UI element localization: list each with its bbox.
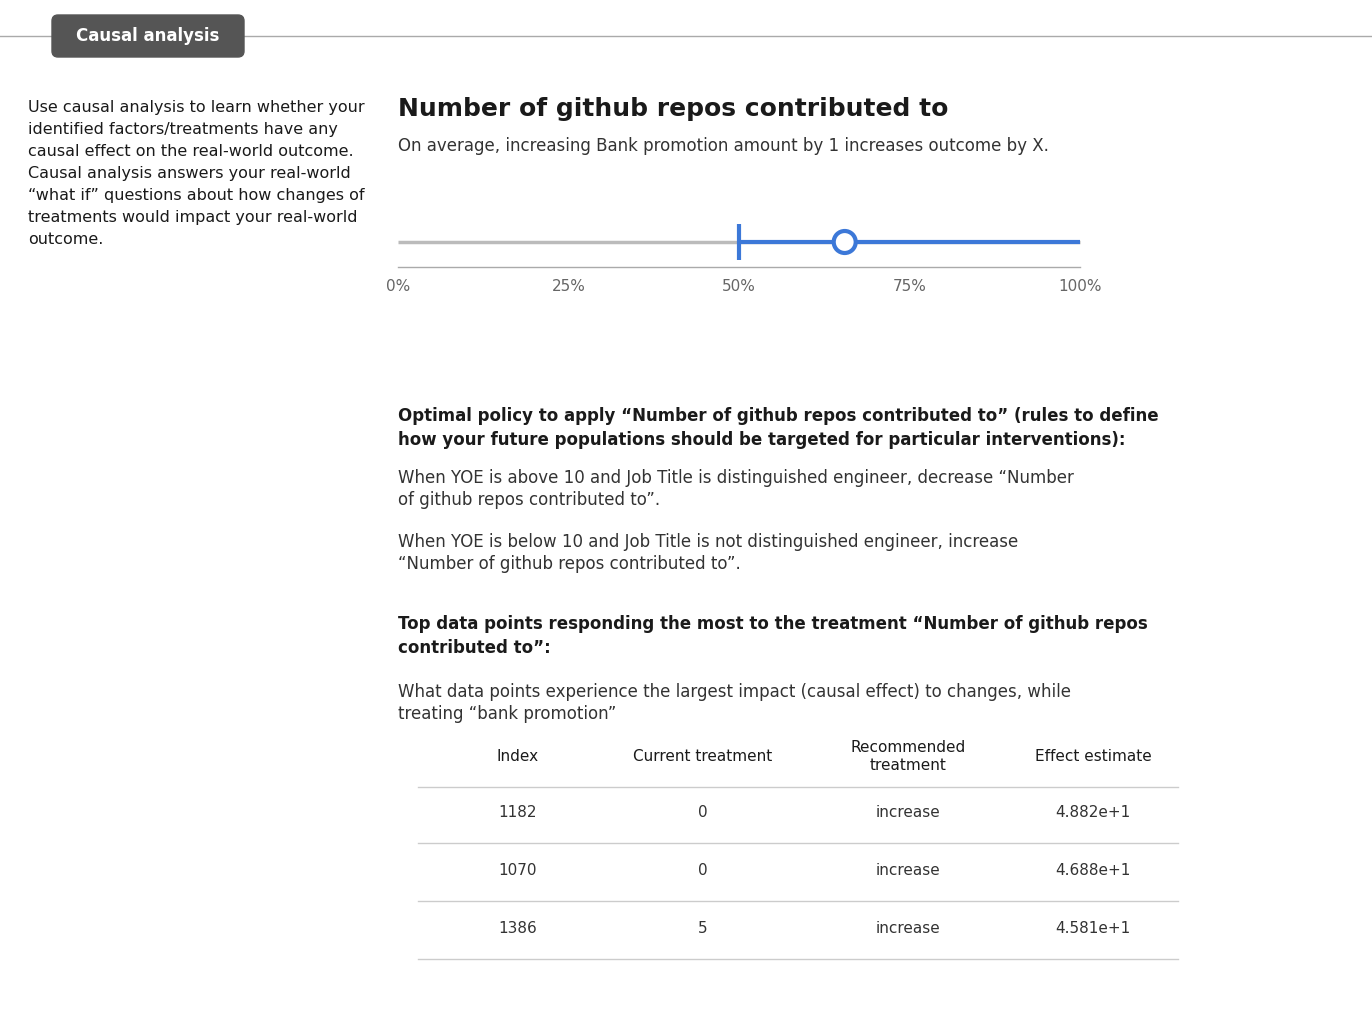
Text: 5: 5 [698, 921, 708, 936]
Text: treating “bank promotion”: treating “bank promotion” [398, 705, 616, 723]
FancyBboxPatch shape [52, 15, 244, 57]
Text: When YOE is above 10 and Job Title is distinguished engineer, decrease “Number: When YOE is above 10 and Job Title is di… [398, 469, 1074, 487]
Text: increase: increase [875, 863, 940, 878]
Text: 0%: 0% [386, 279, 410, 294]
Text: 100%: 100% [1058, 279, 1102, 294]
Text: Optimal policy to apply “Number of github repos contributed to” (rules to define: Optimal policy to apply “Number of githu… [398, 407, 1158, 425]
Text: identified factors/treatments have any: identified factors/treatments have any [27, 122, 338, 137]
Text: Current treatment: Current treatment [634, 749, 772, 764]
Text: Number of github repos contributed to: Number of github repos contributed to [398, 97, 948, 121]
Text: 1070: 1070 [499, 863, 538, 878]
Text: 4.882e+1: 4.882e+1 [1055, 805, 1131, 820]
Circle shape [834, 231, 856, 253]
Text: increase: increase [875, 805, 940, 820]
Text: of github repos contributed to”.: of github repos contributed to”. [398, 491, 660, 509]
Text: how your future populations should be targeted for particular interventions):: how your future populations should be ta… [398, 431, 1125, 449]
Text: treatment: treatment [870, 758, 947, 773]
Text: What data points experience the largest impact (causal effect) to changes, while: What data points experience the largest … [398, 683, 1072, 701]
Text: Recommended: Recommended [851, 740, 966, 755]
Text: “Number of github repos contributed to”.: “Number of github repos contributed to”. [398, 555, 741, 573]
Text: On average, increasing Bank promotion amount by 1 increases outcome by X.: On average, increasing Bank promotion am… [398, 137, 1048, 155]
Text: increase: increase [875, 921, 940, 936]
Text: Effect estimate: Effect estimate [1034, 749, 1151, 764]
Text: 50%: 50% [722, 279, 756, 294]
Text: contributed to”:: contributed to”: [398, 639, 550, 657]
Text: 4.581e+1: 4.581e+1 [1055, 921, 1131, 936]
Text: outcome.: outcome. [27, 232, 103, 247]
Text: 75%: 75% [893, 279, 926, 294]
Text: Index: Index [497, 749, 539, 764]
Text: treatments would impact your real-world: treatments would impact your real-world [27, 210, 358, 225]
Text: Causal analysis: Causal analysis [77, 27, 220, 45]
Text: 1182: 1182 [499, 805, 538, 820]
Text: 0: 0 [698, 805, 708, 820]
Text: “what if” questions about how changes of: “what if” questions about how changes of [27, 188, 365, 203]
Text: causal effect on the real-world outcome.: causal effect on the real-world outcome. [27, 144, 354, 159]
Text: 1386: 1386 [498, 921, 538, 936]
Text: 25%: 25% [552, 279, 586, 294]
Text: Causal analysis answers your real-world: Causal analysis answers your real-world [27, 166, 351, 181]
Text: 4.688e+1: 4.688e+1 [1055, 863, 1131, 878]
Text: When YOE is below 10 and Job Title is not distinguished engineer, increase: When YOE is below 10 and Job Title is no… [398, 533, 1018, 551]
Text: 0: 0 [698, 863, 708, 878]
Text: Top data points responding the most to the treatment “Number of github repos: Top data points responding the most to t… [398, 615, 1148, 633]
Text: Use causal analysis to learn whether your: Use causal analysis to learn whether you… [27, 100, 365, 115]
